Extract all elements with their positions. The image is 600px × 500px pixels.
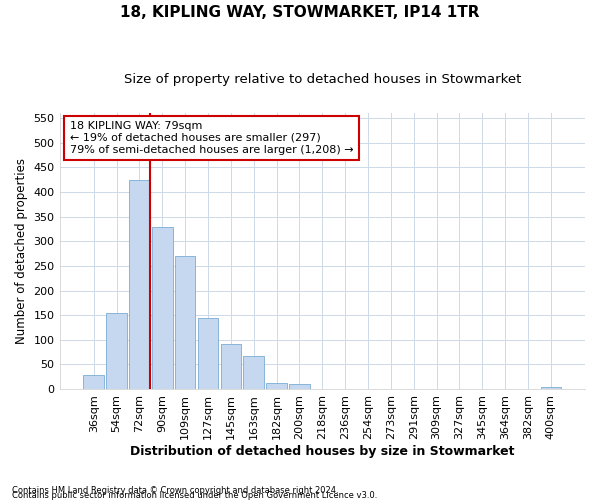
Bar [152,228,173,389]
Text: 18, KIPLING WAY, STOWMARKET, IP14 1TR: 18, KIPLING WAY, STOWMARKET, IP14 1TR [120,5,480,20]
Bar [221,344,241,389]
Y-axis label: Number of detached properties: Number of detached properties [15,158,28,344]
Bar [83,376,104,389]
Text: 18 KIPLING WAY: 79sqm
← 19% of detached houses are smaller (297)
79% of semi-det: 18 KIPLING WAY: 79sqm ← 19% of detached … [70,122,353,154]
Text: Contains HM Land Registry data © Crown copyright and database right 2024.: Contains HM Land Registry data © Crown c… [12,486,338,495]
Text: Contains public sector information licensed under the Open Government Licence v3: Contains public sector information licen… [12,491,377,500]
Bar [541,387,561,389]
Bar [198,318,218,389]
Bar [289,384,310,389]
Bar [106,312,127,389]
X-axis label: Distribution of detached houses by size in Stowmarket: Distribution of detached houses by size … [130,444,515,458]
Bar [266,383,287,389]
Bar [244,356,264,389]
Bar [129,180,150,389]
Title: Size of property relative to detached houses in Stowmarket: Size of property relative to detached ho… [124,72,521,86]
Bar [175,256,196,389]
